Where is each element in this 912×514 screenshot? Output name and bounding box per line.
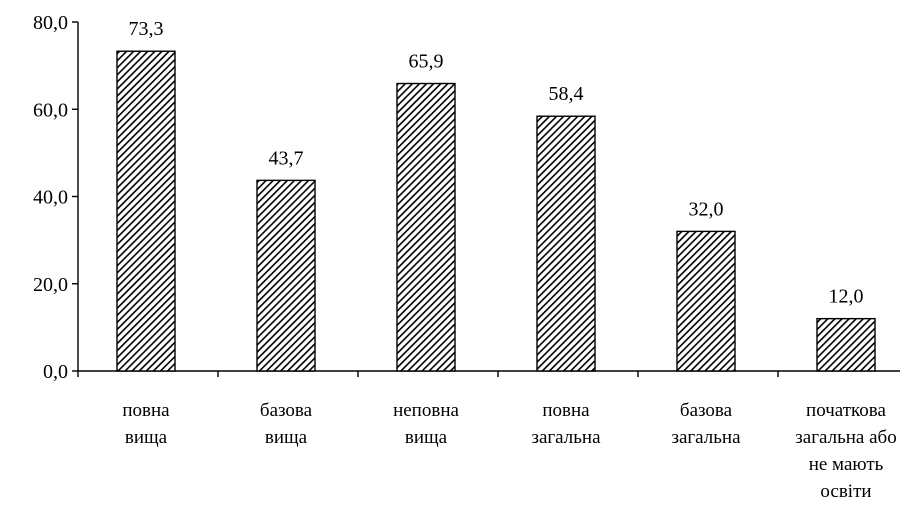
data-labels: 73,3 43,7 65,9 58,4 32,0 12,0: [129, 18, 864, 307]
category-labels: повна вища базова вища неповна вища повна загал…: [122, 400, 896, 502]
y-tick-label: 0,0: [43, 361, 68, 383]
data-label: 58,4: [549, 83, 584, 105]
data-label: 32,0: [689, 198, 724, 220]
bars: [116, 50, 876, 372]
category-label: неповна: [393, 400, 459, 421]
y-tick-label: 60,0: [33, 99, 68, 121]
bar: [256, 179, 316, 372]
category-label: початкова: [806, 400, 886, 421]
bar: [396, 82, 456, 372]
y-tick-label: 80,0: [33, 12, 68, 34]
category-label: повна: [542, 400, 590, 421]
data-label: 65,9: [409, 51, 444, 73]
x-axis: [77, 370, 900, 377]
data-label: 43,7: [269, 147, 304, 169]
bar: [676, 230, 736, 372]
bar: [536, 115, 596, 372]
category-label: базова: [260, 400, 313, 421]
y-axis: 0,0 20,0 40,0 60,0 80,0: [33, 12, 79, 383]
category-label: освіти: [820, 481, 871, 502]
y-tick-label: 20,0: [33, 274, 68, 296]
category-label: вища: [265, 427, 308, 448]
category-label: базова: [680, 400, 733, 421]
category-label: не мають: [809, 454, 884, 475]
category-label: загальна: [531, 427, 601, 448]
category-label: вища: [125, 427, 168, 448]
bar: [816, 317, 876, 372]
y-tick-label: 40,0: [33, 187, 68, 209]
category-label: загальна: [671, 427, 741, 448]
category-label: вища: [405, 427, 448, 448]
bar: [116, 50, 176, 372]
data-label: 12,0: [829, 286, 864, 308]
category-label: загальна або: [795, 427, 896, 448]
category-label: повна: [122, 400, 170, 421]
data-label: 73,3: [129, 18, 164, 40]
